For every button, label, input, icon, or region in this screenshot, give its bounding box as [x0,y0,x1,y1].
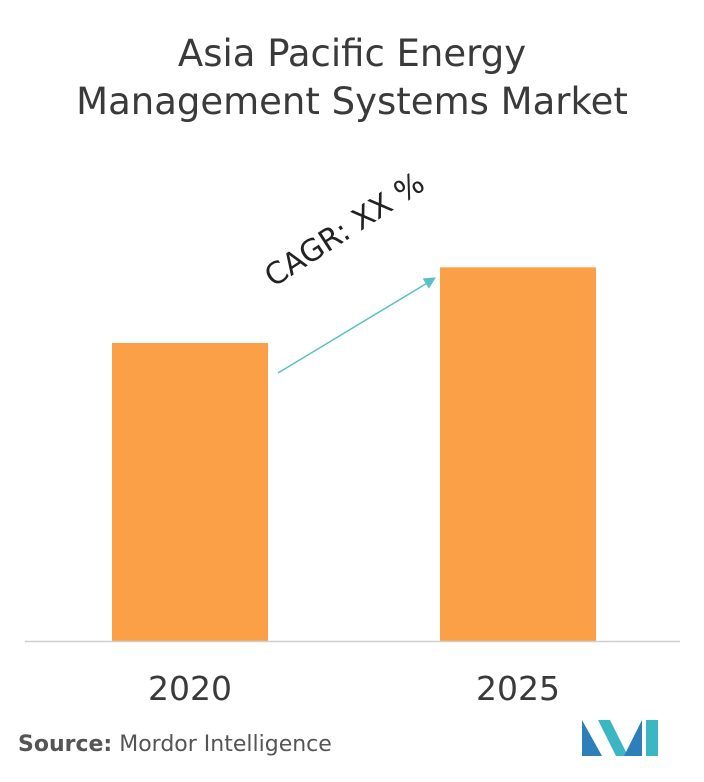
logo-shape-far [646,720,658,756]
bar-2020 [112,343,268,641]
logo-shape-right [624,720,642,756]
source-label: Source: [18,732,113,757]
chart-title-line-1: Asia Pacific Energy [177,32,527,75]
mordor-logo-icon [582,720,658,756]
source-name: Mordor Intelligence [119,732,332,757]
cagr-arrow-line [277,280,431,374]
cagr-arrow-head [422,277,436,289]
bar-2025 [440,267,596,641]
x-tick-label-2020: 2020 [148,669,232,708]
cagr-label: CAGR: XX % [259,166,431,295]
source-note: Source: Mordor Intelligence [18,732,332,757]
chart-title-line-2: Management Systems Market [76,80,628,123]
logo-shape-left [582,720,602,756]
logo-shape-mid [598,720,628,756]
chart-title: Asia Pacific Energy Management Systems M… [0,30,704,126]
x-tick-label-2025: 2025 [476,669,560,708]
